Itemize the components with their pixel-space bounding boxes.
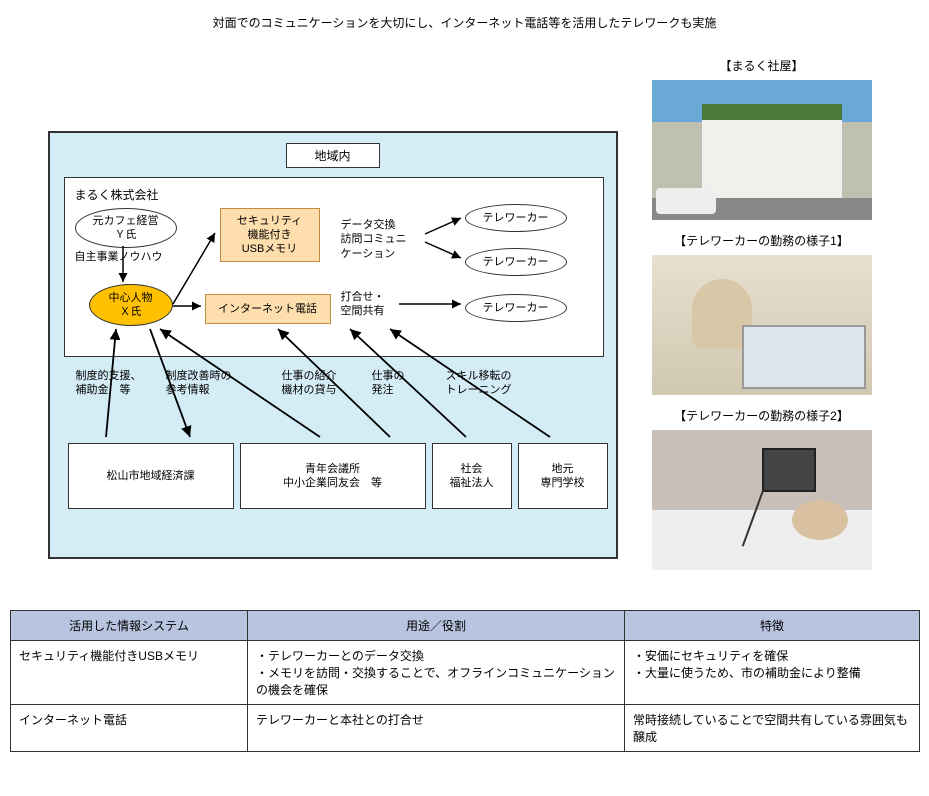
cell-feature: ・安価にセキュリティを確保・大量に使うため、市の補助金により整備 <box>625 641 920 705</box>
cell-feature: 常時接続していることで空間共有している雰囲気も醸成 <box>625 705 920 752</box>
th-feature: 特徴 <box>625 611 920 641</box>
photo2-caption: 【テレワーカーの勤務の様子1】 <box>674 232 849 249</box>
diagram-column: 地域内 まるく株式会社 元カフェ経営Ｙ氏 自主事業ノウハウ 中心人物Ｘ氏 セキュ… <box>48 51 618 559</box>
label-support: 制度的支援、補助金 等 <box>76 369 142 398</box>
label-meeting: 打合せ・空間共有 <box>341 290 385 319</box>
label-data: データ交換訪問コミュニケーション <box>341 218 407 261</box>
box-shakai: 社会福祉法人 <box>432 443 512 509</box>
photo-building <box>652 80 872 220</box>
photo-telework1 <box>652 255 872 395</box>
region-label: 地域内 <box>285 143 379 168</box>
th-system: 活用した情報システム <box>11 611 248 641</box>
photo3-caption: 【テレワーカーの勤務の様子2】 <box>674 407 849 424</box>
label-order: 仕事の発注 <box>372 369 405 398</box>
top-section: 地域内 まるく株式会社 元カフェ経営Ｙ氏 自主事業ノウハウ 中心人物Ｘ氏 セキュ… <box>10 51 919 570</box>
node-usb: セキュリティ機能付きUSBメモリ <box>220 208 320 262</box>
cell-purpose: ・テレワーカーとのデータ交換・メモリを訪問・交換することで、オフラインコミュニケ… <box>248 641 625 705</box>
label-knowhow: 自主事業ノウハウ <box>75 250 163 264</box>
photo-sidebar: 【まるく社屋】 【テレワーカーの勤務の様子1】 【テレワーカーの勤務の様子2】 <box>642 51 882 570</box>
photo1-caption: 【まるく社屋】 <box>719 57 803 74</box>
box-matsuyama: 松山市地域経済課 <box>68 443 234 509</box>
company-label: まるく株式会社 <box>75 186 159 203</box>
table-row: セキュリティ機能付きUSBメモリ ・テレワーカーとのデータ交換・メモリを訪問・交… <box>11 641 920 705</box>
cell-system: セキュリティ機能付きUSBメモリ <box>11 641 248 705</box>
node-x-shi: 中心人物Ｘ氏 <box>89 284 173 326</box>
node-tw3: テレワーカー <box>465 294 567 322</box>
table-row: インターネット電話 テレワーカーと本社との打合せ 常時接続していることで空間共有… <box>11 705 920 752</box>
node-tw1: テレワーカー <box>465 204 567 232</box>
page-title: 対面でのコミュニケーションを大切にし、インターネット電話等を活用したテレワークも… <box>10 14 919 31</box>
cell-purpose: テレワーカーと本社との打合せ <box>248 705 625 752</box>
label-improvement: 制度改善時の参考情報 <box>166 369 232 398</box>
node-net-phone: インターネット電話 <box>205 294 331 324</box>
label-introduce: 仕事の紹介機材の貸与 <box>282 369 337 398</box>
cell-system: インターネット電話 <box>11 705 248 752</box>
info-systems-table: 活用した情報システム 用途／役割 特徴 セキュリティ機能付きUSBメモリ ・テレ… <box>10 610 920 752</box>
node-tw2: テレワーカー <box>465 248 567 276</box>
th-purpose: 用途／役割 <box>248 611 625 641</box>
box-seinen: 青年会議所中小企業同友会 等 <box>240 443 426 509</box>
photo-telework2 <box>652 430 872 570</box>
box-senmon: 地元専門学校 <box>518 443 608 509</box>
label-training: スキル移転のトレーニング <box>446 369 512 398</box>
node-y-shi: 元カフェ経営Ｙ氏 <box>75 208 177 248</box>
region-diagram: 地域内 まるく株式会社 元カフェ経営Ｙ氏 自主事業ノウハウ 中心人物Ｘ氏 セキュ… <box>48 131 618 559</box>
company-box: まるく株式会社 元カフェ経営Ｙ氏 自主事業ノウハウ 中心人物Ｘ氏 セキュリティ機… <box>64 177 604 357</box>
